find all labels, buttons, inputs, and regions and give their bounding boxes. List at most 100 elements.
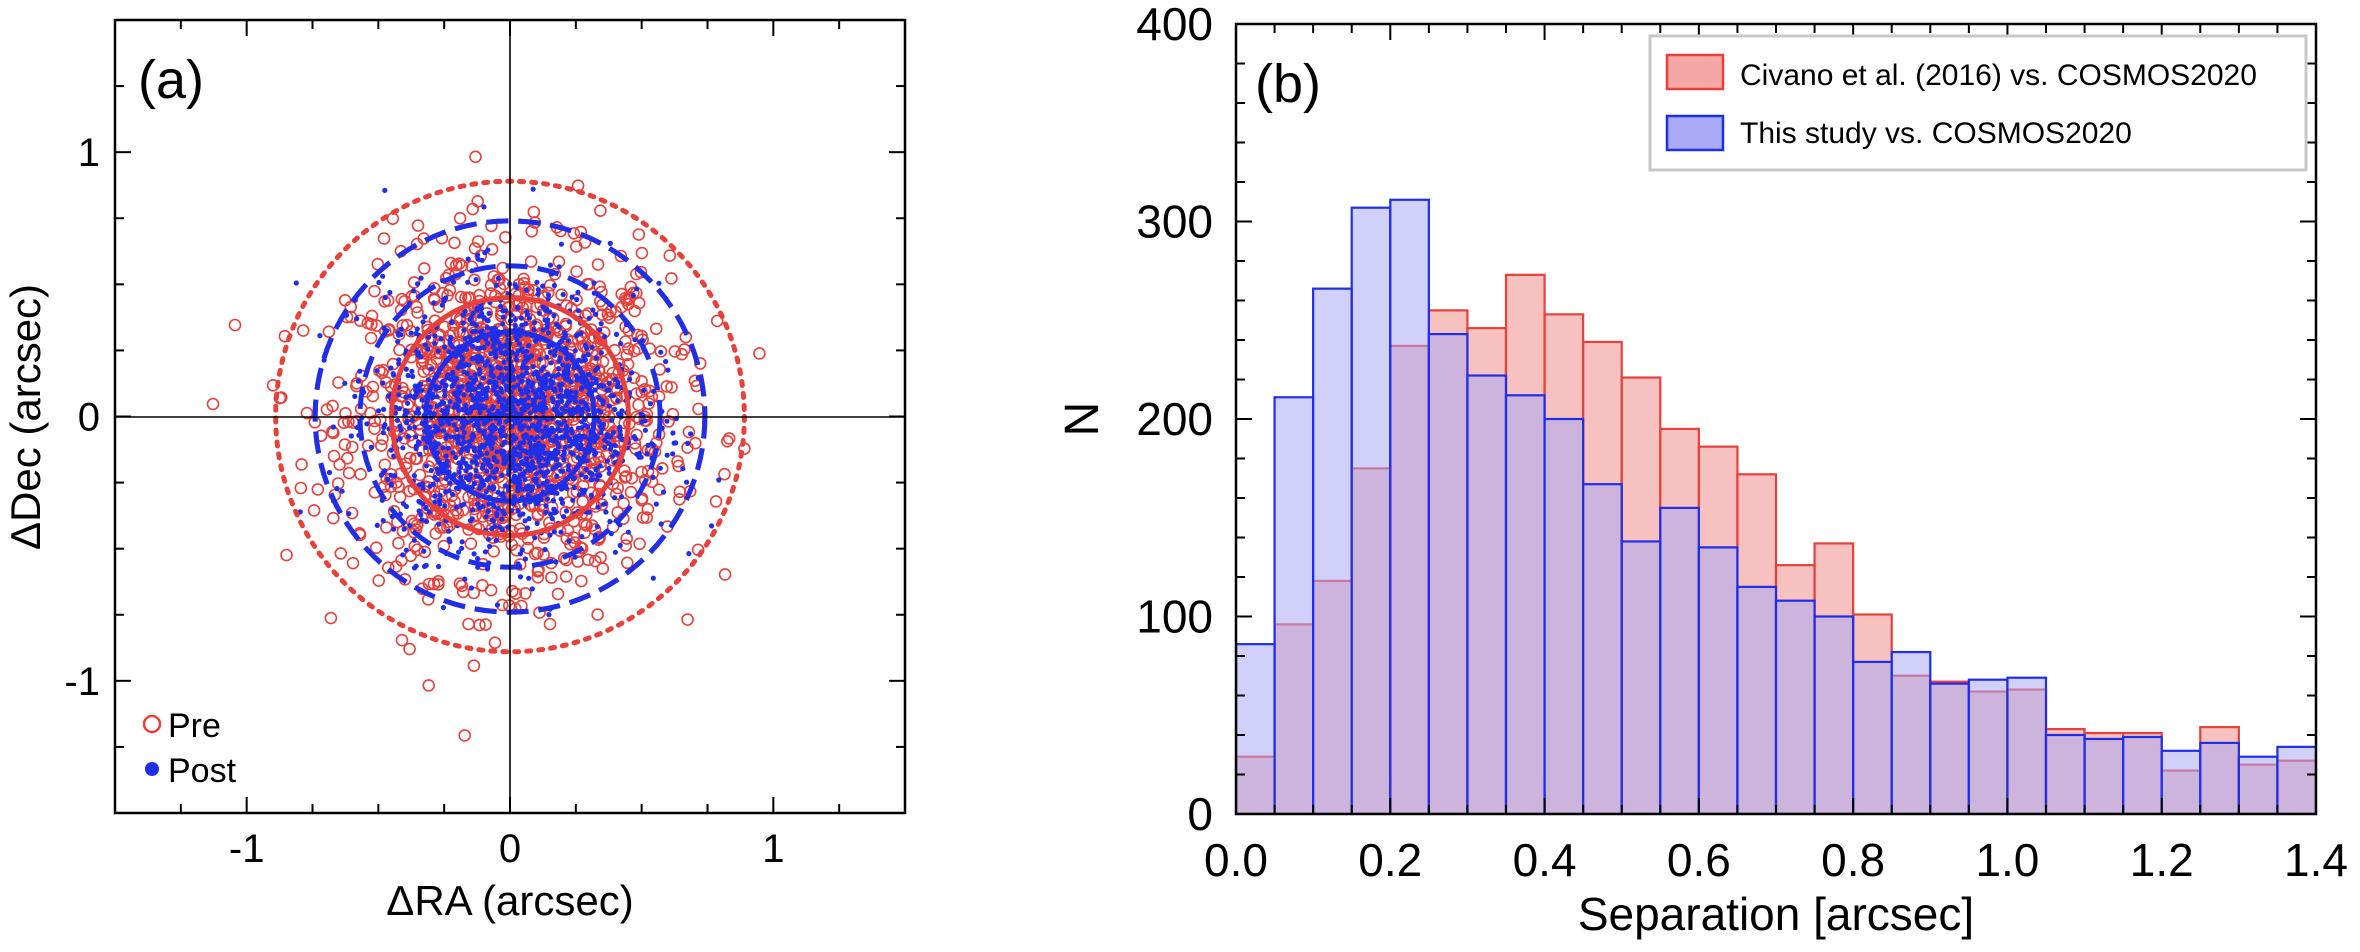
post-point bbox=[558, 387, 564, 393]
post-point bbox=[483, 395, 489, 401]
post-point bbox=[503, 365, 509, 371]
pre-point bbox=[334, 547, 348, 560]
post-point bbox=[664, 452, 670, 458]
pre-point bbox=[668, 345, 682, 358]
post-point bbox=[515, 382, 521, 388]
pre-point bbox=[454, 290, 468, 304]
post-point bbox=[593, 376, 599, 382]
post-point bbox=[538, 455, 545, 461]
post-point bbox=[580, 399, 586, 405]
post-point bbox=[534, 434, 541, 440]
legend-box bbox=[1648, 34, 2308, 172]
post-point bbox=[476, 346, 482, 352]
post-point bbox=[547, 309, 553, 315]
post-point bbox=[394, 417, 401, 423]
post-point bbox=[488, 434, 494, 440]
legend-label-post: Post bbox=[168, 752, 237, 790]
post-point bbox=[554, 462, 560, 468]
post-point bbox=[388, 472, 394, 478]
post-point bbox=[420, 319, 426, 325]
post-point bbox=[498, 303, 504, 309]
y-tick-label: -1 bbox=[64, 660, 100, 704]
post-point bbox=[543, 385, 549, 391]
post-point bbox=[518, 315, 525, 321]
post-point bbox=[536, 447, 542, 453]
post-point bbox=[519, 322, 525, 328]
pre-point bbox=[471, 195, 485, 208]
post-point bbox=[400, 552, 406, 558]
post-point bbox=[561, 457, 567, 463]
post-point bbox=[466, 334, 472, 340]
post-point bbox=[440, 604, 446, 611]
post-point bbox=[598, 409, 604, 415]
pre-point bbox=[324, 611, 338, 625]
post-point bbox=[496, 398, 502, 404]
legend-label-this-study: This study vs. COSMOS2020 bbox=[1740, 117, 2132, 150]
post-point bbox=[376, 279, 382, 286]
pre-point bbox=[403, 642, 416, 656]
post-point bbox=[596, 418, 602, 425]
x-tick-label: 0.0 bbox=[1204, 834, 1268, 886]
post-point bbox=[534, 454, 540, 460]
post-point bbox=[484, 325, 490, 331]
pre-point bbox=[468, 273, 481, 287]
pre-point bbox=[596, 562, 610, 576]
post-point bbox=[542, 433, 549, 439]
pre-point bbox=[369, 541, 383, 555]
post-point bbox=[508, 440, 514, 446]
post-point bbox=[505, 524, 511, 530]
pre-point bbox=[422, 679, 436, 692]
post-point bbox=[503, 404, 509, 410]
pre-point bbox=[373, 413, 387, 427]
post-point bbox=[471, 445, 477, 451]
pre-point bbox=[479, 356, 493, 370]
post-point bbox=[450, 450, 456, 456]
post-point bbox=[403, 366, 409, 372]
post-point bbox=[540, 304, 546, 310]
post-point bbox=[552, 388, 558, 394]
post-point bbox=[608, 531, 614, 537]
post-point bbox=[572, 394, 578, 400]
post-point bbox=[451, 434, 457, 440]
post-point bbox=[580, 433, 586, 439]
pre-point bbox=[338, 293, 352, 307]
post-point bbox=[568, 426, 574, 432]
post-point bbox=[560, 362, 566, 368]
post-point bbox=[491, 348, 498, 354]
post-point bbox=[664, 418, 670, 424]
pre-point bbox=[368, 284, 381, 298]
post-point bbox=[364, 421, 370, 427]
pre-point bbox=[635, 374, 648, 388]
post-point bbox=[397, 436, 403, 442]
post-point bbox=[544, 324, 550, 330]
pre-point bbox=[416, 354, 430, 368]
post-point bbox=[455, 384, 462, 390]
post-point bbox=[688, 431, 694, 437]
post-point bbox=[570, 497, 576, 503]
post-point bbox=[381, 406, 387, 412]
bar-this-study bbox=[1582, 483, 1623, 814]
post-point bbox=[524, 525, 531, 531]
post-point bbox=[421, 563, 428, 570]
post-point bbox=[522, 518, 528, 524]
pre-point bbox=[410, 543, 424, 557]
post-point bbox=[538, 367, 545, 373]
pre-point bbox=[625, 471, 639, 485]
post-point bbox=[553, 407, 559, 413]
post-point bbox=[449, 491, 456, 497]
post-point bbox=[647, 401, 654, 407]
post-point bbox=[469, 507, 475, 513]
bar-this-study bbox=[2237, 755, 2279, 814]
post-point bbox=[561, 335, 567, 341]
post-point bbox=[618, 432, 624, 438]
post-point bbox=[481, 315, 487, 321]
post-point bbox=[456, 549, 462, 555]
post-point bbox=[423, 445, 429, 451]
post-point bbox=[443, 453, 449, 459]
post-point bbox=[491, 341, 497, 347]
post-point bbox=[490, 372, 496, 379]
post-point bbox=[407, 393, 413, 399]
bar-this-study bbox=[1466, 374, 1508, 814]
post-point bbox=[492, 337, 498, 343]
